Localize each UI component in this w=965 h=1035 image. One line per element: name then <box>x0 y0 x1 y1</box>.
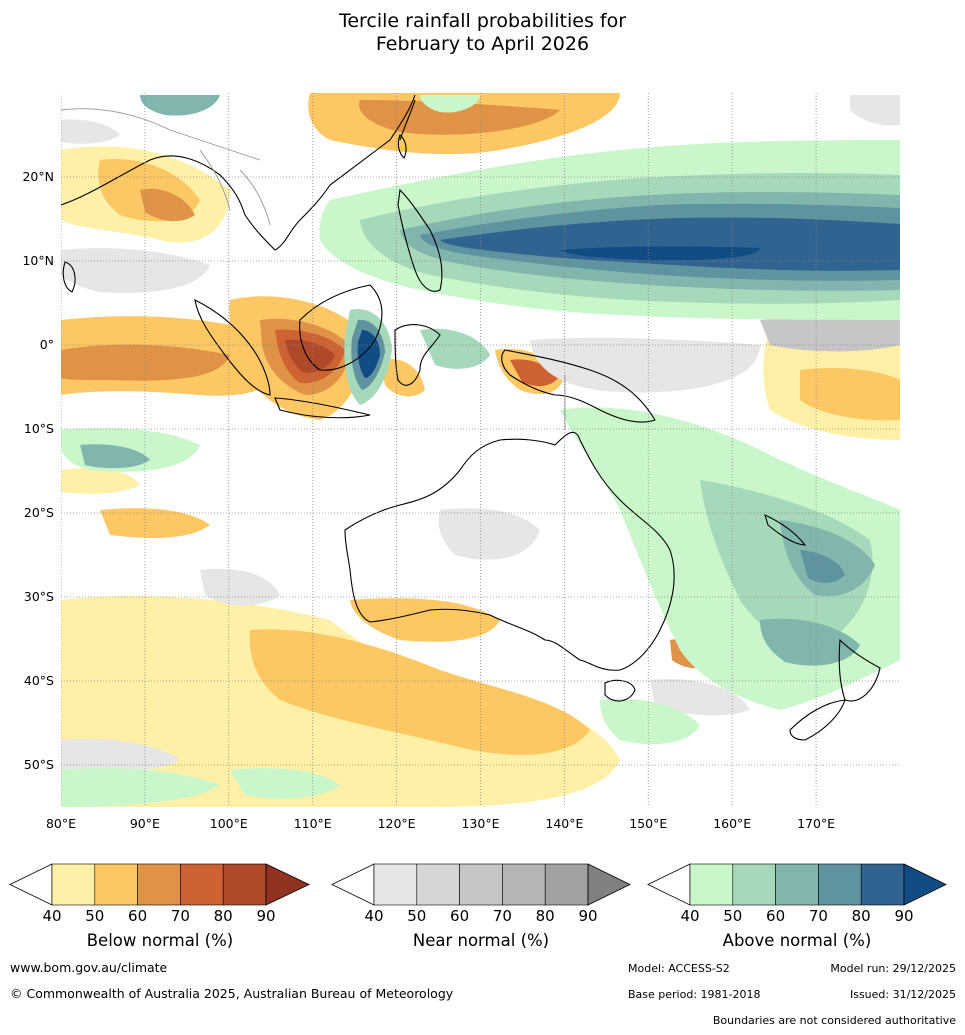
colorbar-lower-extension <box>9 863 53 906</box>
sulawesi-coastline <box>394 324 441 386</box>
colorbar-tick-label: 50 <box>723 907 742 925</box>
colorbar-tick-label: 80 <box>536 907 555 925</box>
tasmania-coastline <box>604 679 636 702</box>
above-normal-regions <box>61 95 900 807</box>
colorbar-tick-label: 70 <box>809 907 828 925</box>
new-caledonia-coastline <box>764 513 807 546</box>
colorbar-above-normal-title: Above normal (%) <box>722 931 872 950</box>
colorbar-upper-extension <box>265 863 310 906</box>
longitude-tick-label: 140°E <box>545 816 583 831</box>
colorbar-lower-extension <box>331 863 375 906</box>
sumatra-coastline <box>194 299 271 396</box>
below-normal-regions <box>61 93 900 807</box>
footer-base-period: Base period: 1981-2018 <box>628 988 761 1001</box>
colorbar-tick-label: 90 <box>256 907 275 925</box>
colorbar-segment <box>775 863 819 906</box>
colorbar-tick-label: 90 <box>578 907 597 925</box>
new-guinea-coastline <box>501 349 656 423</box>
philippines-coastline <box>397 188 443 292</box>
colorbar-segment <box>137 863 181 906</box>
colorbar-segment <box>180 863 224 906</box>
taiwan-coastline <box>397 134 407 159</box>
latitude-tick-label: 10°N <box>22 253 54 268</box>
longitude-tick-label: 160°E <box>713 816 751 831</box>
colorbars: 40 50 60 70 80 90 40 50 60 70 80 90 40 50 60 70 80 90 <box>9 863 947 925</box>
colorbar-near-normal-title: Near normal (%) <box>412 931 550 950</box>
colorbar-tick-label: 50 <box>407 907 426 925</box>
latitude-tick-label: 20°N <box>22 169 54 184</box>
colorbar-below-normal: 40 50 60 70 80 90 <box>9 863 310 925</box>
latitude-tick-label: 30°S <box>24 589 54 604</box>
colorbar-lower-extension <box>647 863 691 906</box>
colorbar-tick-label: 50 <box>85 907 104 925</box>
colorbar-tick-label: 60 <box>450 907 469 925</box>
latitude-labels: 20°N 10°N 0° 10°S 20°S 30°S 40°S 50°S <box>22 169 54 772</box>
colorbar-segment <box>94 863 138 906</box>
latitude-tick-label: 0° <box>40 337 54 352</box>
colorbar-segment <box>502 863 546 906</box>
borneo-coastline <box>299 284 383 371</box>
colorbar-tick-label: 80 <box>214 907 233 925</box>
colorbar-segment <box>732 863 776 906</box>
longitude-tick-label: 120°E <box>378 816 416 831</box>
country-borders <box>61 108 566 430</box>
colorbar-tick-label: 40 <box>42 907 61 925</box>
colorbar-tick-label: 90 <box>894 907 913 925</box>
colorbar-segment <box>222 863 267 906</box>
colorbar-tick-label: 40 <box>680 907 699 925</box>
colorbar-segment <box>544 863 589 906</box>
colorbar-tick-label: 80 <box>852 907 871 925</box>
footer-website: www.bom.gov.au/climate <box>10 960 168 975</box>
colorbar-segment <box>51 863 96 906</box>
latitude-tick-label: 10°S <box>24 421 54 436</box>
title-line-2: February to April 2026 <box>375 33 590 55</box>
footer-copyright: © Commonwealth of Australia 2025, Austra… <box>10 986 454 1001</box>
near-normal-regions <box>61 95 900 773</box>
footer-issued: Issued: 31/12/2025 <box>849 988 956 1001</box>
longitude-tick-label: 150°E <box>629 816 667 831</box>
coastlines <box>61 94 881 741</box>
longitude-tick-label: 170°E <box>797 816 835 831</box>
latitude-tick-label: 40°S <box>24 673 54 688</box>
map-title: Tercile rainfall probabilities for Febru… <box>0 10 965 56</box>
latitude-tick-label: 50°S <box>24 757 54 772</box>
colorbar-below-normal-title: Below normal (%) <box>86 931 234 950</box>
map-gridlines <box>61 93 900 807</box>
longitude-tick-label: 90°E <box>130 816 160 831</box>
title-line-1: Tercile rainfall probabilities for <box>338 10 627 32</box>
footer-model: Model: ACCESS-S2 <box>628 962 730 975</box>
longitude-labels: 80°E 90°E 100°E 110°E 120°E 130°E 140°E 150°E 16… <box>46 816 835 831</box>
colorbar-above-normal: 40 50 60 70 80 90 <box>647 863 947 925</box>
colorbar-segment <box>818 863 862 906</box>
footer-model-run: Model run: 29/12/2025 <box>830 962 956 975</box>
longitude-tick-label: 100°E <box>210 816 248 831</box>
sri-lanka-coastline <box>62 261 76 293</box>
colorbar-upper-extension <box>587 863 631 906</box>
colorbar-segment <box>689 863 734 906</box>
colorbar-segment <box>416 863 460 906</box>
footer-disclaimer: Boundaries are not considered authoritat… <box>712 1014 956 1027</box>
colorbar-tick-label: 70 <box>493 907 512 925</box>
australia-coastline <box>344 431 675 671</box>
colorbar-near-normal: 40 50 60 70 80 90 <box>331 863 631 925</box>
java-coastline <box>274 397 371 419</box>
colorbar-segment <box>373 863 418 906</box>
colorbar-tick-label: 60 <box>766 907 785 925</box>
longitude-tick-label: 110°E <box>294 816 332 831</box>
colorbar-segment <box>459 863 503 906</box>
longitude-tick-label: 130°E <box>461 816 499 831</box>
latitude-tick-label: 20°S <box>24 505 54 520</box>
colorbar-upper-extension <box>903 863 947 906</box>
colorbar-tick-label: 70 <box>171 907 190 925</box>
colorbar-tick-label: 40 <box>364 907 383 925</box>
colorbar-tick-label: 60 <box>128 907 147 925</box>
colorbar-segment <box>860 863 905 906</box>
asia-coastline <box>61 94 416 251</box>
north-island-nz-coastline <box>838 638 881 702</box>
map-area <box>61 93 900 807</box>
south-island-nz-coastline <box>789 699 846 741</box>
longitude-tick-label: 80°E <box>46 816 76 831</box>
